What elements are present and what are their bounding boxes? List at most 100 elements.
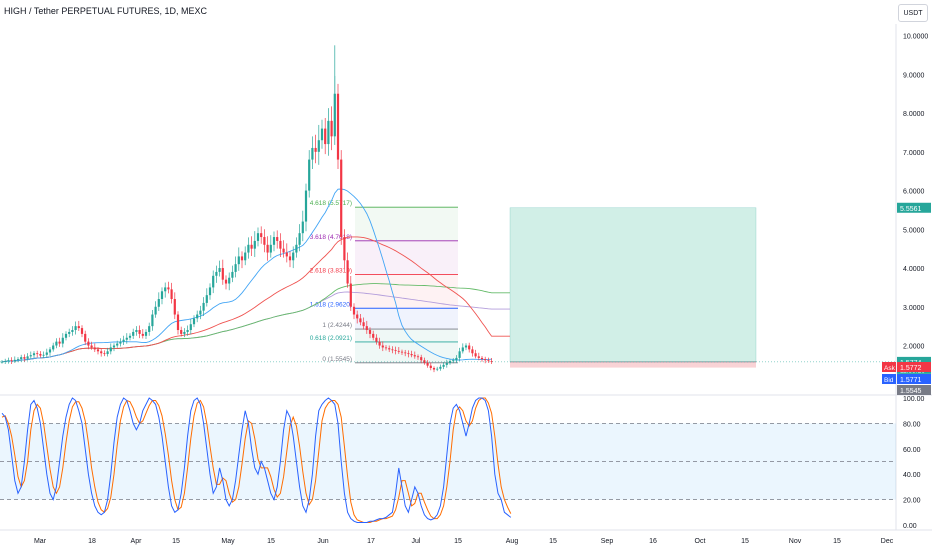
candle[interactable] xyxy=(340,150,343,245)
candle[interactable] xyxy=(461,343,464,354)
candle[interactable] xyxy=(176,311,180,335)
candle[interactable] xyxy=(378,337,381,349)
candle[interactable] xyxy=(468,342,471,353)
candle[interactable] xyxy=(167,281,170,294)
candle[interactable] xyxy=(180,326,183,337)
candle[interactable] xyxy=(208,283,212,300)
candle[interactable] xyxy=(381,341,384,352)
candle[interactable] xyxy=(279,233,282,258)
candle[interactable] xyxy=(346,252,349,288)
candle[interactable] xyxy=(480,355,484,362)
candle[interactable] xyxy=(308,150,311,198)
candle[interactable] xyxy=(84,330,87,346)
candle[interactable] xyxy=(244,246,247,266)
candle[interactable] xyxy=(336,83,340,170)
candle[interactable] xyxy=(240,251,244,269)
candle[interactable] xyxy=(400,349,404,356)
candle[interactable] xyxy=(13,356,16,363)
candle[interactable] xyxy=(314,134,317,164)
candle[interactable] xyxy=(23,354,26,362)
candle[interactable] xyxy=(58,337,61,347)
candle[interactable] xyxy=(77,320,80,331)
candle[interactable] xyxy=(55,338,58,349)
candle[interactable] xyxy=(404,349,407,357)
candle[interactable] xyxy=(36,350,39,358)
price-axis[interactable]: 10.0000 9.0000 8.0000 7.0000 6.0000 5.0000 4.0… xyxy=(903,34,928,351)
candle[interactable] xyxy=(106,347,109,357)
candle[interactable] xyxy=(116,340,119,348)
candle[interactable] xyxy=(266,236,269,261)
candle[interactable] xyxy=(384,345,388,351)
candle[interactable] xyxy=(320,119,324,149)
candle[interactable] xyxy=(45,348,48,358)
candle[interactable] xyxy=(349,276,352,311)
candle[interactable] xyxy=(327,108,330,156)
candle[interactable] xyxy=(429,362,432,371)
candle[interactable] xyxy=(484,356,487,364)
candle[interactable] xyxy=(282,240,285,258)
candle[interactable] xyxy=(423,357,426,365)
candle[interactable] xyxy=(237,247,240,271)
candle[interactable] xyxy=(260,226,263,244)
candle[interactable] xyxy=(397,347,400,354)
candle[interactable] xyxy=(343,229,346,269)
candle[interactable] xyxy=(436,366,439,372)
candle[interactable] xyxy=(122,335,125,346)
candle[interactable] xyxy=(74,321,77,335)
candle[interactable] xyxy=(109,343,112,355)
candle[interactable] xyxy=(477,352,480,361)
candle[interactable] xyxy=(160,287,164,305)
candle[interactable] xyxy=(48,347,52,356)
candle[interactable] xyxy=(32,351,36,359)
candle[interactable] xyxy=(128,333,132,341)
candle[interactable] xyxy=(464,343,468,351)
candle[interactable] xyxy=(93,343,96,353)
candle[interactable] xyxy=(228,272,231,291)
candle[interactable] xyxy=(199,305,202,320)
candle[interactable] xyxy=(256,227,260,247)
candle[interactable] xyxy=(29,351,32,359)
candle[interactable] xyxy=(416,354,420,360)
candle[interactable] xyxy=(164,282,167,298)
candle[interactable] xyxy=(183,328,186,338)
candle[interactable] xyxy=(372,330,375,341)
candle[interactable] xyxy=(202,297,205,317)
candle[interactable] xyxy=(112,343,116,352)
candle[interactable] xyxy=(39,351,42,358)
candle[interactable] xyxy=(330,106,333,151)
candle[interactable] xyxy=(352,303,356,320)
candle[interactable] xyxy=(132,328,135,339)
candle[interactable] xyxy=(359,314,362,326)
candle[interactable] xyxy=(253,231,256,258)
candle[interactable] xyxy=(189,318,192,335)
candle[interactable] xyxy=(388,345,391,353)
candle[interactable] xyxy=(7,357,10,364)
candle[interactable] xyxy=(68,328,71,338)
candle[interactable] xyxy=(221,259,224,285)
candle[interactable] xyxy=(250,236,253,256)
candle[interactable] xyxy=(42,351,45,359)
candlestick-series[interactable] xyxy=(0,45,493,373)
candle[interactable] xyxy=(212,270,215,294)
candle[interactable] xyxy=(304,183,308,232)
candle[interactable] xyxy=(439,364,442,371)
candle[interactable] xyxy=(87,338,90,350)
long-position-loss-zone[interactable] xyxy=(510,361,756,368)
candle[interactable] xyxy=(154,301,157,318)
candle[interactable] xyxy=(247,237,250,259)
candle[interactable] xyxy=(375,334,378,345)
candle[interactable] xyxy=(215,265,218,283)
candle[interactable] xyxy=(173,292,176,320)
candle[interactable] xyxy=(263,229,266,253)
candle[interactable] xyxy=(196,310,199,323)
candle[interactable] xyxy=(356,310,359,324)
candle[interactable] xyxy=(311,136,314,170)
candle[interactable] xyxy=(295,237,298,258)
candle[interactable] xyxy=(368,327,372,339)
candle[interactable] xyxy=(26,353,29,361)
time-axis[interactable]: Mar 18 Apr 15 May 15 Jun 17 Jul 15 Aug 15 Sep 16 Oct 15… xyxy=(34,538,894,545)
candle[interactable] xyxy=(10,357,13,364)
candle[interactable] xyxy=(288,251,292,268)
candle[interactable] xyxy=(487,357,490,363)
